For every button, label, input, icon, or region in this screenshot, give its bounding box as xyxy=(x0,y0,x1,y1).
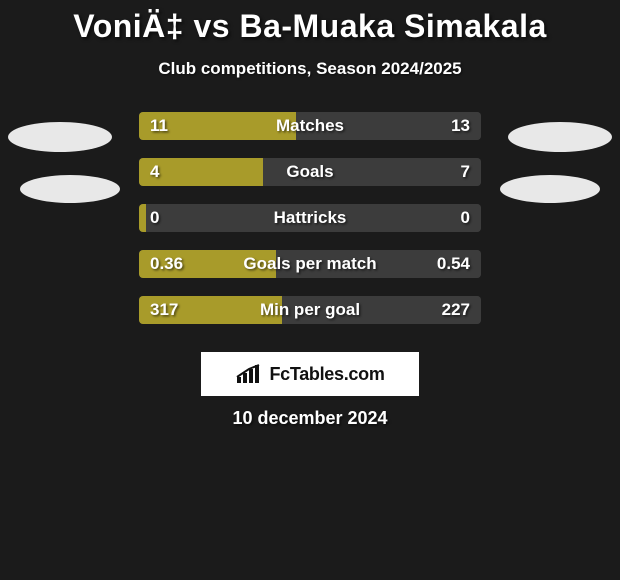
stat-label: Min per goal xyxy=(139,296,481,324)
stat-row: 1113Matches xyxy=(0,112,620,158)
stat-row: 00Hattricks xyxy=(0,204,620,250)
comparison-chart: 1113Matches47Goals00Hattricks0.360.54Goa… xyxy=(0,112,620,342)
stat-label: Hattricks xyxy=(139,204,481,232)
stat-label: Matches xyxy=(139,112,481,140)
source-logo: FcTables.com xyxy=(201,352,419,396)
source-logo-text: FcTables.com xyxy=(269,364,384,385)
comparison-infographic: VoniÄ‡ vs Ba-Muaka Simakala Club competi… xyxy=(0,0,620,580)
subtitle: Club competitions, Season 2024/2025 xyxy=(0,59,620,79)
stat-label: Goals per match xyxy=(139,250,481,278)
stat-row: 47Goals xyxy=(0,158,620,204)
bar-trend-icon xyxy=(235,363,263,385)
stat-row: 317227Min per goal xyxy=(0,296,620,342)
stat-row: 0.360.54Goals per match xyxy=(0,250,620,296)
stat-label: Goals xyxy=(139,158,481,186)
snapshot-date: 10 december 2024 xyxy=(0,408,620,429)
page-title: VoniÄ‡ vs Ba-Muaka Simakala xyxy=(0,0,620,45)
